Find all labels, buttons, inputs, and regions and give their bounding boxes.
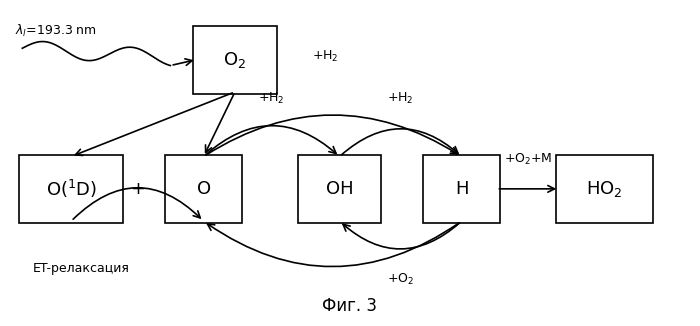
FancyBboxPatch shape	[193, 26, 276, 94]
Text: +H$_2$: +H$_2$	[312, 49, 339, 64]
Text: +O$_2$+M: +O$_2$+M	[503, 152, 552, 167]
FancyBboxPatch shape	[556, 155, 653, 223]
Text: O: O	[197, 180, 211, 198]
Text: OH: OH	[326, 180, 354, 198]
FancyBboxPatch shape	[424, 155, 500, 223]
Text: H: H	[455, 180, 468, 198]
Text: O($^1$D): O($^1$D)	[46, 178, 97, 200]
Text: +O$_2$: +O$_2$	[387, 272, 414, 287]
Text: +H$_2$: +H$_2$	[387, 91, 414, 106]
Text: $\lambda_l$=193.3 nm: $\lambda_l$=193.3 nm	[15, 22, 97, 38]
Text: +: +	[130, 180, 145, 198]
FancyBboxPatch shape	[19, 155, 123, 223]
Text: HO$_2$: HO$_2$	[586, 179, 623, 199]
Text: O$_2$: O$_2$	[223, 50, 246, 69]
FancyBboxPatch shape	[165, 155, 242, 223]
Text: +H$_2$: +H$_2$	[258, 91, 285, 106]
Text: Фиг. 3: Фиг. 3	[323, 297, 377, 315]
FancyBboxPatch shape	[298, 155, 382, 223]
Text: ET-релаксация: ET-релаксация	[33, 261, 130, 274]
